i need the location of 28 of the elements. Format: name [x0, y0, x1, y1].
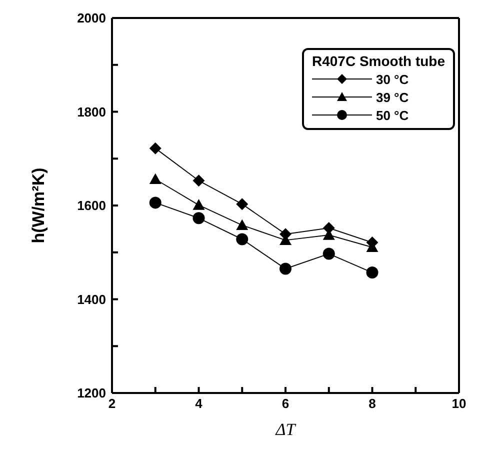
point [236, 233, 248, 246]
legend-label: 30 °C [376, 72, 409, 86]
point [192, 199, 205, 210]
y-axis-title: h(W/m²K) [29, 168, 48, 244]
point [236, 219, 248, 230]
x-tick-label: 2 [108, 396, 116, 412]
point [192, 174, 205, 187]
legend-title: R407C Smooth tube [312, 53, 445, 69]
point [149, 173, 162, 184]
y-tick-label: 1800 [77, 104, 106, 120]
x-tick-label: 6 [282, 396, 290, 412]
point [366, 266, 378, 279]
point [236, 198, 248, 210]
y-tick-label: 1600 [77, 198, 106, 214]
y-tick-label: 1400 [77, 292, 106, 307]
point [149, 142, 162, 154]
x-tick-label: 8 [368, 396, 376, 412]
legend-label: 39 °C [376, 90, 409, 104]
x-tick-label: 4 [195, 396, 204, 412]
point [149, 196, 162, 209]
point [322, 248, 335, 260]
y-tick-label: 2000 [77, 10, 106, 26]
point [280, 262, 292, 275]
x-axis-title: ΔT [274, 420, 297, 439]
legend-label: 50 °C [376, 108, 409, 122]
x-tick-label: 10 [452, 396, 466, 412]
point [192, 212, 205, 224]
y-tick-label: 1200 [77, 386, 106, 401]
